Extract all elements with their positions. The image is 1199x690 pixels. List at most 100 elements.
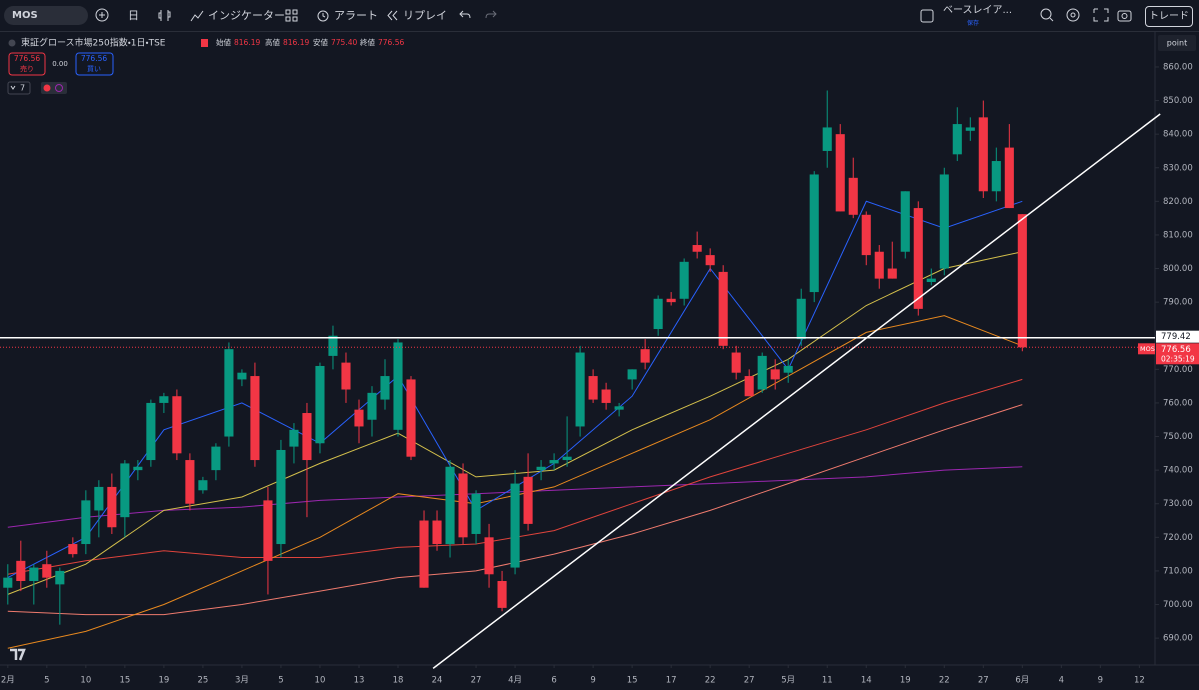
y-tick-label: 790.00: [1163, 298, 1193, 308]
x-tick-label: 27: [471, 676, 482, 686]
x-tick-label: 5月: [781, 676, 795, 686]
y-tick-label: 750.00: [1163, 432, 1193, 442]
candle-body: [900, 191, 910, 252]
candle-body: [315, 365, 325, 444]
x-tick-label: 2月: [1, 676, 15, 686]
candle-body: [549, 460, 559, 464]
candle-body: [718, 271, 728, 346]
candle-body: [68, 544, 78, 555]
x-tick-label: 4: [1059, 676, 1064, 686]
layout-button[interactable]: ベースレイア...: [943, 5, 1013, 16]
x-tick-label: 5: [278, 676, 283, 686]
logo: [10, 648, 26, 661]
toolbar-icons: [1040, 8, 1132, 22]
high-value: 816.19: [283, 38, 309, 47]
candle-body: [81, 500, 91, 545]
hline-label-bg: [1156, 330, 1199, 343]
save-label[interactable]: 保存: [967, 20, 980, 27]
last-price-symbol: MOS: [1140, 345, 1155, 353]
x-tick-label: 5: [44, 676, 49, 686]
x-tick-label: 14: [861, 676, 872, 686]
x-tick-label: 27: [978, 676, 989, 686]
countdown: 02:35:19: [1161, 354, 1195, 363]
candle-body: [198, 480, 208, 491]
candle-body: [1004, 147, 1014, 209]
candle-body: [887, 268, 897, 279]
candle-body: [302, 413, 312, 461]
candle-body: [939, 174, 949, 269]
chart-type-icon[interactable]: [158, 9, 172, 22]
candle-body: [835, 134, 845, 212]
scale-mode-badge[interactable]: [1158, 35, 1196, 51]
candle-body: [952, 124, 962, 155]
sell-price[interactable]: 776.56: [14, 54, 40, 63]
buy-button[interactable]: [75, 52, 114, 76]
alert-button[interactable]: アラート: [334, 9, 378, 22]
close-label: 終値: [360, 37, 375, 47]
open-label: 始値: [216, 37, 231, 47]
candle-body: [666, 298, 676, 303]
candle-body: [419, 520, 429, 588]
y-tick-label: 690.00: [1163, 634, 1193, 644]
indicators-button[interactable]: インジケーター: [208, 9, 285, 22]
alert-icon[interactable]: [316, 8, 330, 22]
x-tick-label: 10: [315, 676, 326, 686]
x-tick-label: 19: [900, 676, 911, 686]
scale-mode[interactable]: point: [1167, 39, 1187, 48]
replay-button[interactable]: リプレイ: [403, 9, 447, 22]
undo-icon[interactable]: [458, 9, 472, 21]
candle-body: [224, 349, 234, 437]
indicator-icon[interactable]: [190, 9, 204, 22]
candle-body: [978, 117, 988, 192]
trade-button[interactable]: トレード: [1145, 6, 1193, 27]
buy-price[interactable]: 776.56: [81, 54, 107, 63]
buy-label[interactable]: 買い: [87, 65, 101, 73]
y-tick-label: 730.00: [1163, 499, 1193, 509]
candle-body: [679, 261, 689, 299]
candle-body: [614, 406, 624, 410]
x-tick-label: 9: [1098, 676, 1103, 686]
layout-icon[interactable]: [920, 9, 934, 23]
indicator-toggle[interactable]: [7, 81, 31, 95]
legend-dot: [8, 39, 16, 47]
candle-body: [120, 463, 130, 518]
candle-body: [159, 396, 169, 403]
high-label: 高値: [265, 37, 280, 47]
candle-body: [276, 449, 286, 545]
last-price: 776.56: [1161, 345, 1191, 355]
chevron-icon: [10, 85, 16, 90]
sell-button[interactable]: [8, 52, 46, 76]
status-dot: [43, 84, 51, 92]
templates-icon[interactable]: [285, 9, 298, 22]
candle-body: [211, 446, 221, 471]
indicator-count[interactable]: 7: [20, 84, 25, 93]
candle-body: [55, 570, 65, 585]
candle-body: [484, 537, 494, 575]
candle-body: [445, 466, 455, 545]
candle-body: [744, 376, 754, 397]
sell-label[interactable]: 売り: [20, 64, 34, 73]
add-symbol-icon[interactable]: [95, 8, 109, 22]
replay-icon[interactable]: [386, 9, 399, 22]
x-tick-label: 6月: [1015, 676, 1029, 686]
y-tick-label: 860.00: [1163, 62, 1193, 72]
redo-icon[interactable]: [484, 9, 498, 21]
candle-body: [861, 214, 871, 256]
y-tick-label: 740.00: [1163, 466, 1193, 476]
candle-body: [380, 376, 390, 400]
symbol-search[interactable]: MOS: [4, 6, 88, 25]
candle-body: [250, 376, 260, 461]
plot-area: 690.00700.00710.00720.00730.00740.00750.…: [0, 62, 1199, 686]
legend-title: 東証グロース市場250指数・1日・TSE: [21, 37, 166, 49]
candle-body: [705, 255, 715, 266]
candle-body: [458, 473, 468, 538]
y-tick-label: 820.00: [1163, 197, 1193, 207]
interval-button[interactable]: 日: [128, 9, 139, 22]
candle-body: [757, 355, 767, 390]
toolbar: MOS 日 インジケーター アラート リプレイ ベースレイア... 保存 トレー…: [0, 0, 1199, 32]
candle-body: [263, 500, 273, 561]
candle-body: [432, 520, 442, 545]
candle-body: [562, 456, 572, 461]
candle-body: [822, 127, 832, 151]
